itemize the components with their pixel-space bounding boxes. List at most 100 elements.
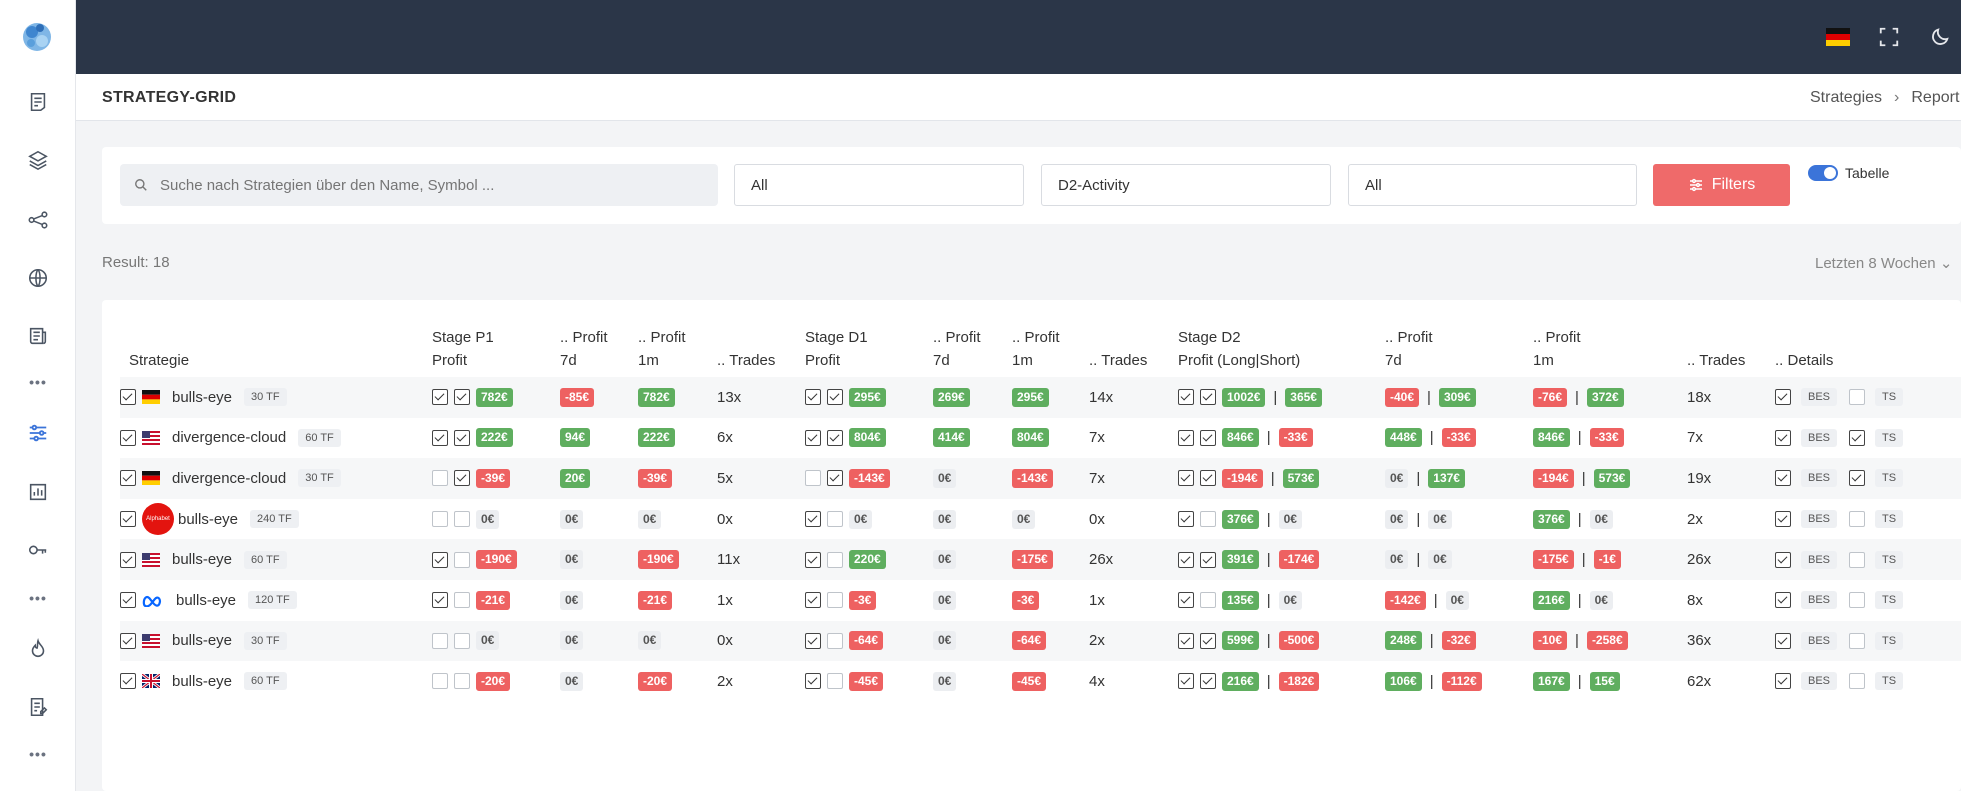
p1-checkbox-2[interactable] (454, 551, 470, 568)
bes-badge[interactable]: BES (1801, 428, 1838, 447)
d2-checkbox-2[interactable] (1200, 511, 1216, 528)
bes-badge[interactable]: BES (1801, 388, 1838, 407)
d2-checkbox-2[interactable] (1200, 632, 1216, 649)
p1-checkbox-1[interactable] (432, 592, 448, 609)
d2-checkbox-1[interactable] (1178, 673, 1194, 690)
ts-badge[interactable]: TS (1875, 428, 1904, 447)
d2-checkbox-1[interactable] (1178, 389, 1194, 406)
d1-checkbox-2[interactable] (827, 592, 843, 609)
filters-button[interactable]: Filters (1653, 164, 1790, 206)
sidebar-item-layers[interactable] (22, 144, 54, 176)
bes-checkbox[interactable] (1775, 673, 1791, 690)
d1-checkbox-1[interactable] (805, 389, 821, 406)
sidebar-more-dots-2[interactable]: ••• (29, 590, 47, 606)
d2-checkbox-1[interactable] (1178, 511, 1194, 528)
p1-checkbox-2[interactable] (454, 632, 470, 649)
bes-checkbox[interactable] (1775, 511, 1791, 528)
sidebar-more-dots-3[interactable]: ••• (29, 746, 47, 762)
d1-checkbox-1[interactable] (805, 673, 821, 690)
strategy-name[interactable]: bulls-eye (172, 672, 233, 690)
d2-checkbox-1[interactable] (1178, 632, 1194, 649)
d2-checkbox-2[interactable] (1200, 592, 1216, 609)
p1-checkbox-2[interactable] (454, 592, 470, 609)
ts-badge[interactable]: TS (1875, 631, 1904, 650)
ts-badge[interactable]: TS (1875, 591, 1904, 610)
sidebar-item-keys[interactable] (22, 534, 54, 566)
d1-checkbox-1[interactable] (805, 511, 821, 528)
sidebar-item-news[interactable] (22, 320, 54, 352)
bes-checkbox[interactable] (1775, 389, 1791, 406)
bes-badge[interactable]: BES (1801, 469, 1838, 488)
sidebar-more-dots[interactable]: ••• (29, 374, 47, 390)
fullscreen-icon[interactable] (1875, 23, 1903, 51)
ts-checkbox[interactable] (1849, 632, 1866, 649)
strategy-name[interactable]: bulls-eye (176, 591, 237, 609)
bes-checkbox[interactable] (1775, 592, 1791, 609)
sidebar-item-documents[interactable] (22, 691, 54, 723)
table-row[interactable]: bulls-eye 120 TF -21€ 0€ -21€ 1x -3€ 0€ -3€ 1x 135… (120, 580, 1961, 621)
row-select-checkbox[interactable] (120, 470, 136, 487)
d1-checkbox-1[interactable] (805, 592, 821, 609)
bes-badge[interactable]: BES (1801, 672, 1838, 691)
bes-badge[interactable]: BES (1801, 591, 1838, 610)
sidebar-item-share[interactable] (22, 204, 54, 236)
sidebar-item-notes[interactable] (22, 86, 54, 118)
p1-checkbox-1[interactable] (432, 389, 448, 406)
bes-badge[interactable]: BES (1801, 631, 1838, 650)
strategy-name[interactable]: bulls-eye (172, 551, 233, 569)
d1-checkbox-1[interactable] (805, 470, 821, 487)
ts-checkbox[interactable] (1849, 551, 1866, 568)
ts-checkbox[interactable] (1849, 511, 1866, 528)
d2-checkbox-2[interactable] (1200, 389, 1216, 406)
ts-checkbox[interactable] (1849, 673, 1866, 690)
p1-checkbox-1[interactable] (432, 673, 448, 690)
filter-select-activity[interactable]: D2-Activity (1041, 164, 1331, 206)
d2-checkbox-2[interactable] (1200, 551, 1216, 568)
table-row[interactable]: divergence-cloud 30 TF -39€ 20€ -39€ 5x -143€ 0… (120, 458, 1961, 499)
ts-checkbox[interactable] (1849, 429, 1866, 446)
d1-checkbox-1[interactable] (805, 551, 821, 568)
strategy-name[interactable]: bulls-eye (178, 510, 239, 528)
row-select-checkbox[interactable] (120, 551, 136, 568)
row-select-checkbox[interactable] (120, 592, 136, 609)
p1-checkbox-1[interactable] (432, 470, 448, 487)
d2-checkbox-1[interactable] (1178, 429, 1194, 446)
sidebar-item-reports[interactable] (22, 476, 54, 508)
d1-checkbox-2[interactable] (827, 551, 843, 568)
d2-checkbox-2[interactable] (1200, 673, 1216, 690)
d1-checkbox-1[interactable] (805, 429, 821, 446)
bes-checkbox[interactable] (1775, 470, 1791, 487)
table-row[interactable]: bulls-eye 30 TF 782€ -85€ 782€ 13x 295€ 269€ 295… (120, 377, 1961, 418)
table-row[interactable]: Alphabet bulls-eye 240 TF 0€ 0€ 0€ 0x 0€ 0€ 0€ 0x 3… (120, 499, 1961, 540)
sidebar-item-fire[interactable] (22, 633, 54, 665)
d2-checkbox-1[interactable] (1178, 470, 1194, 487)
row-select-checkbox[interactable] (120, 429, 136, 446)
ts-badge[interactable]: TS (1875, 672, 1904, 691)
strategy-name[interactable]: bulls-eye (172, 632, 233, 650)
search-input[interactable] (160, 176, 700, 194)
bes-badge[interactable]: BES (1801, 510, 1838, 529)
time-range-dropdown[interactable]: Letzten 8 Wochen ⌄ (1815, 254, 1952, 272)
language-flag-de-icon[interactable] (1824, 23, 1852, 51)
breadcrumb-strategies[interactable]: Strategies (1810, 89, 1883, 106)
d1-checkbox-2[interactable] (827, 673, 843, 690)
table-row[interactable]: bulls-eye 60 TF -190€ 0€ -190€ 11x 220€ 0€ -175€… (120, 539, 1961, 580)
d1-checkbox-2[interactable] (827, 470, 843, 487)
p1-checkbox-1[interactable] (432, 632, 448, 649)
sidebar-item-strategy-grid[interactable] (22, 417, 54, 449)
bes-checkbox[interactable] (1775, 551, 1791, 568)
table-row[interactable]: bulls-eye 30 TF 0€ 0€ 0€ 0x -64€ 0€ -64€ 2x 599€ | -… (120, 620, 1961, 662)
d1-checkbox-2[interactable] (827, 511, 843, 528)
ts-checkbox[interactable] (1849, 592, 1866, 609)
ts-badge[interactable]: TS (1875, 388, 1904, 407)
p1-checkbox-2[interactable] (454, 470, 470, 487)
row-select-checkbox[interactable] (120, 673, 136, 690)
d2-checkbox-2[interactable] (1200, 470, 1216, 487)
p1-checkbox-2[interactable] (454, 511, 470, 528)
bes-checkbox[interactable] (1775, 429, 1791, 446)
row-select-checkbox[interactable] (120, 632, 136, 649)
d1-checkbox-2[interactable] (827, 632, 843, 649)
p1-checkbox-1[interactable] (432, 551, 448, 568)
d1-checkbox-2[interactable] (827, 389, 843, 406)
ts-checkbox[interactable] (1849, 389, 1866, 406)
